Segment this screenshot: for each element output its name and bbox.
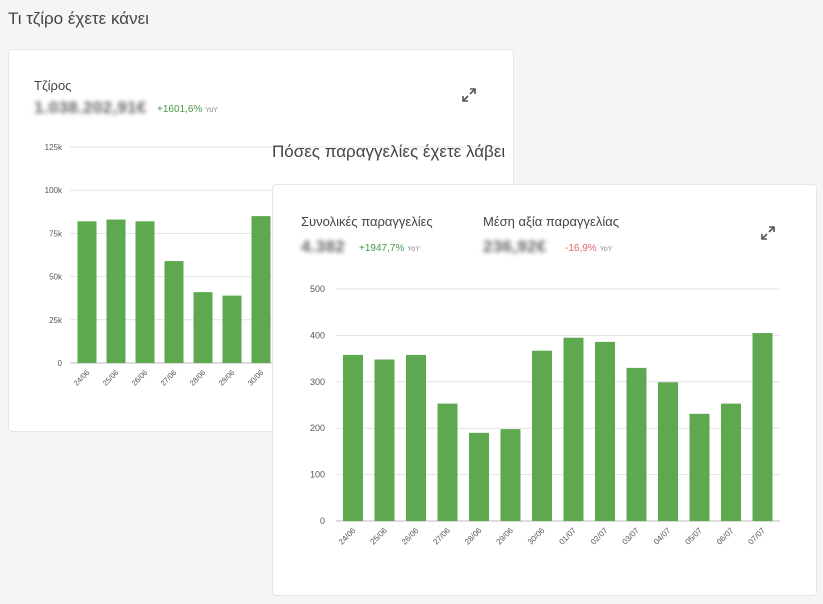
orders-avg-delta: -16,9% YoY <box>565 243 612 254</box>
orders-avg-value: 236,92€ <box>483 237 547 256</box>
orders-avg-label: Μέση αξία παραγγελίας <box>483 214 620 229</box>
orders-total-delta-pct: +1947,7% <box>359 243 405 254</box>
revenue-delta-pct: +1601,6% <box>157 104 203 115</box>
expand-arrows-icon[interactable] <box>460 86 478 104</box>
revenue-value: 1.038.202,91€ <box>34 98 147 117</box>
orders-total-delta-suffix: YoY <box>407 246 420 253</box>
revenue-delta: +1601,6% YoY <box>157 104 218 115</box>
orders-total-label: Συνολικές παραγγελίες <box>301 214 433 229</box>
expand-arrows-icon[interactable] <box>759 224 777 242</box>
orders-avg-delta-pct: -16,9% <box>565 243 597 254</box>
revenue-delta-suffix: YoY <box>205 107 218 114</box>
orders-total-value: 4.382 <box>301 237 346 256</box>
revenue-section-title: Τι τζίρο έχετε κάνει <box>8 9 149 28</box>
orders-total-delta: +1947,7% YoY <box>359 243 420 254</box>
revenue-metric-label: Τζίρος <box>34 78 72 93</box>
orders-section-title: Πόσες παραγγελίες έχετε λάβει <box>272 142 506 161</box>
orders-card: Συνολικές παραγγελίες 4.382 +1947,7% YoY … <box>272 184 817 596</box>
orders-avg-delta-suffix: YoY <box>599 246 613 253</box>
